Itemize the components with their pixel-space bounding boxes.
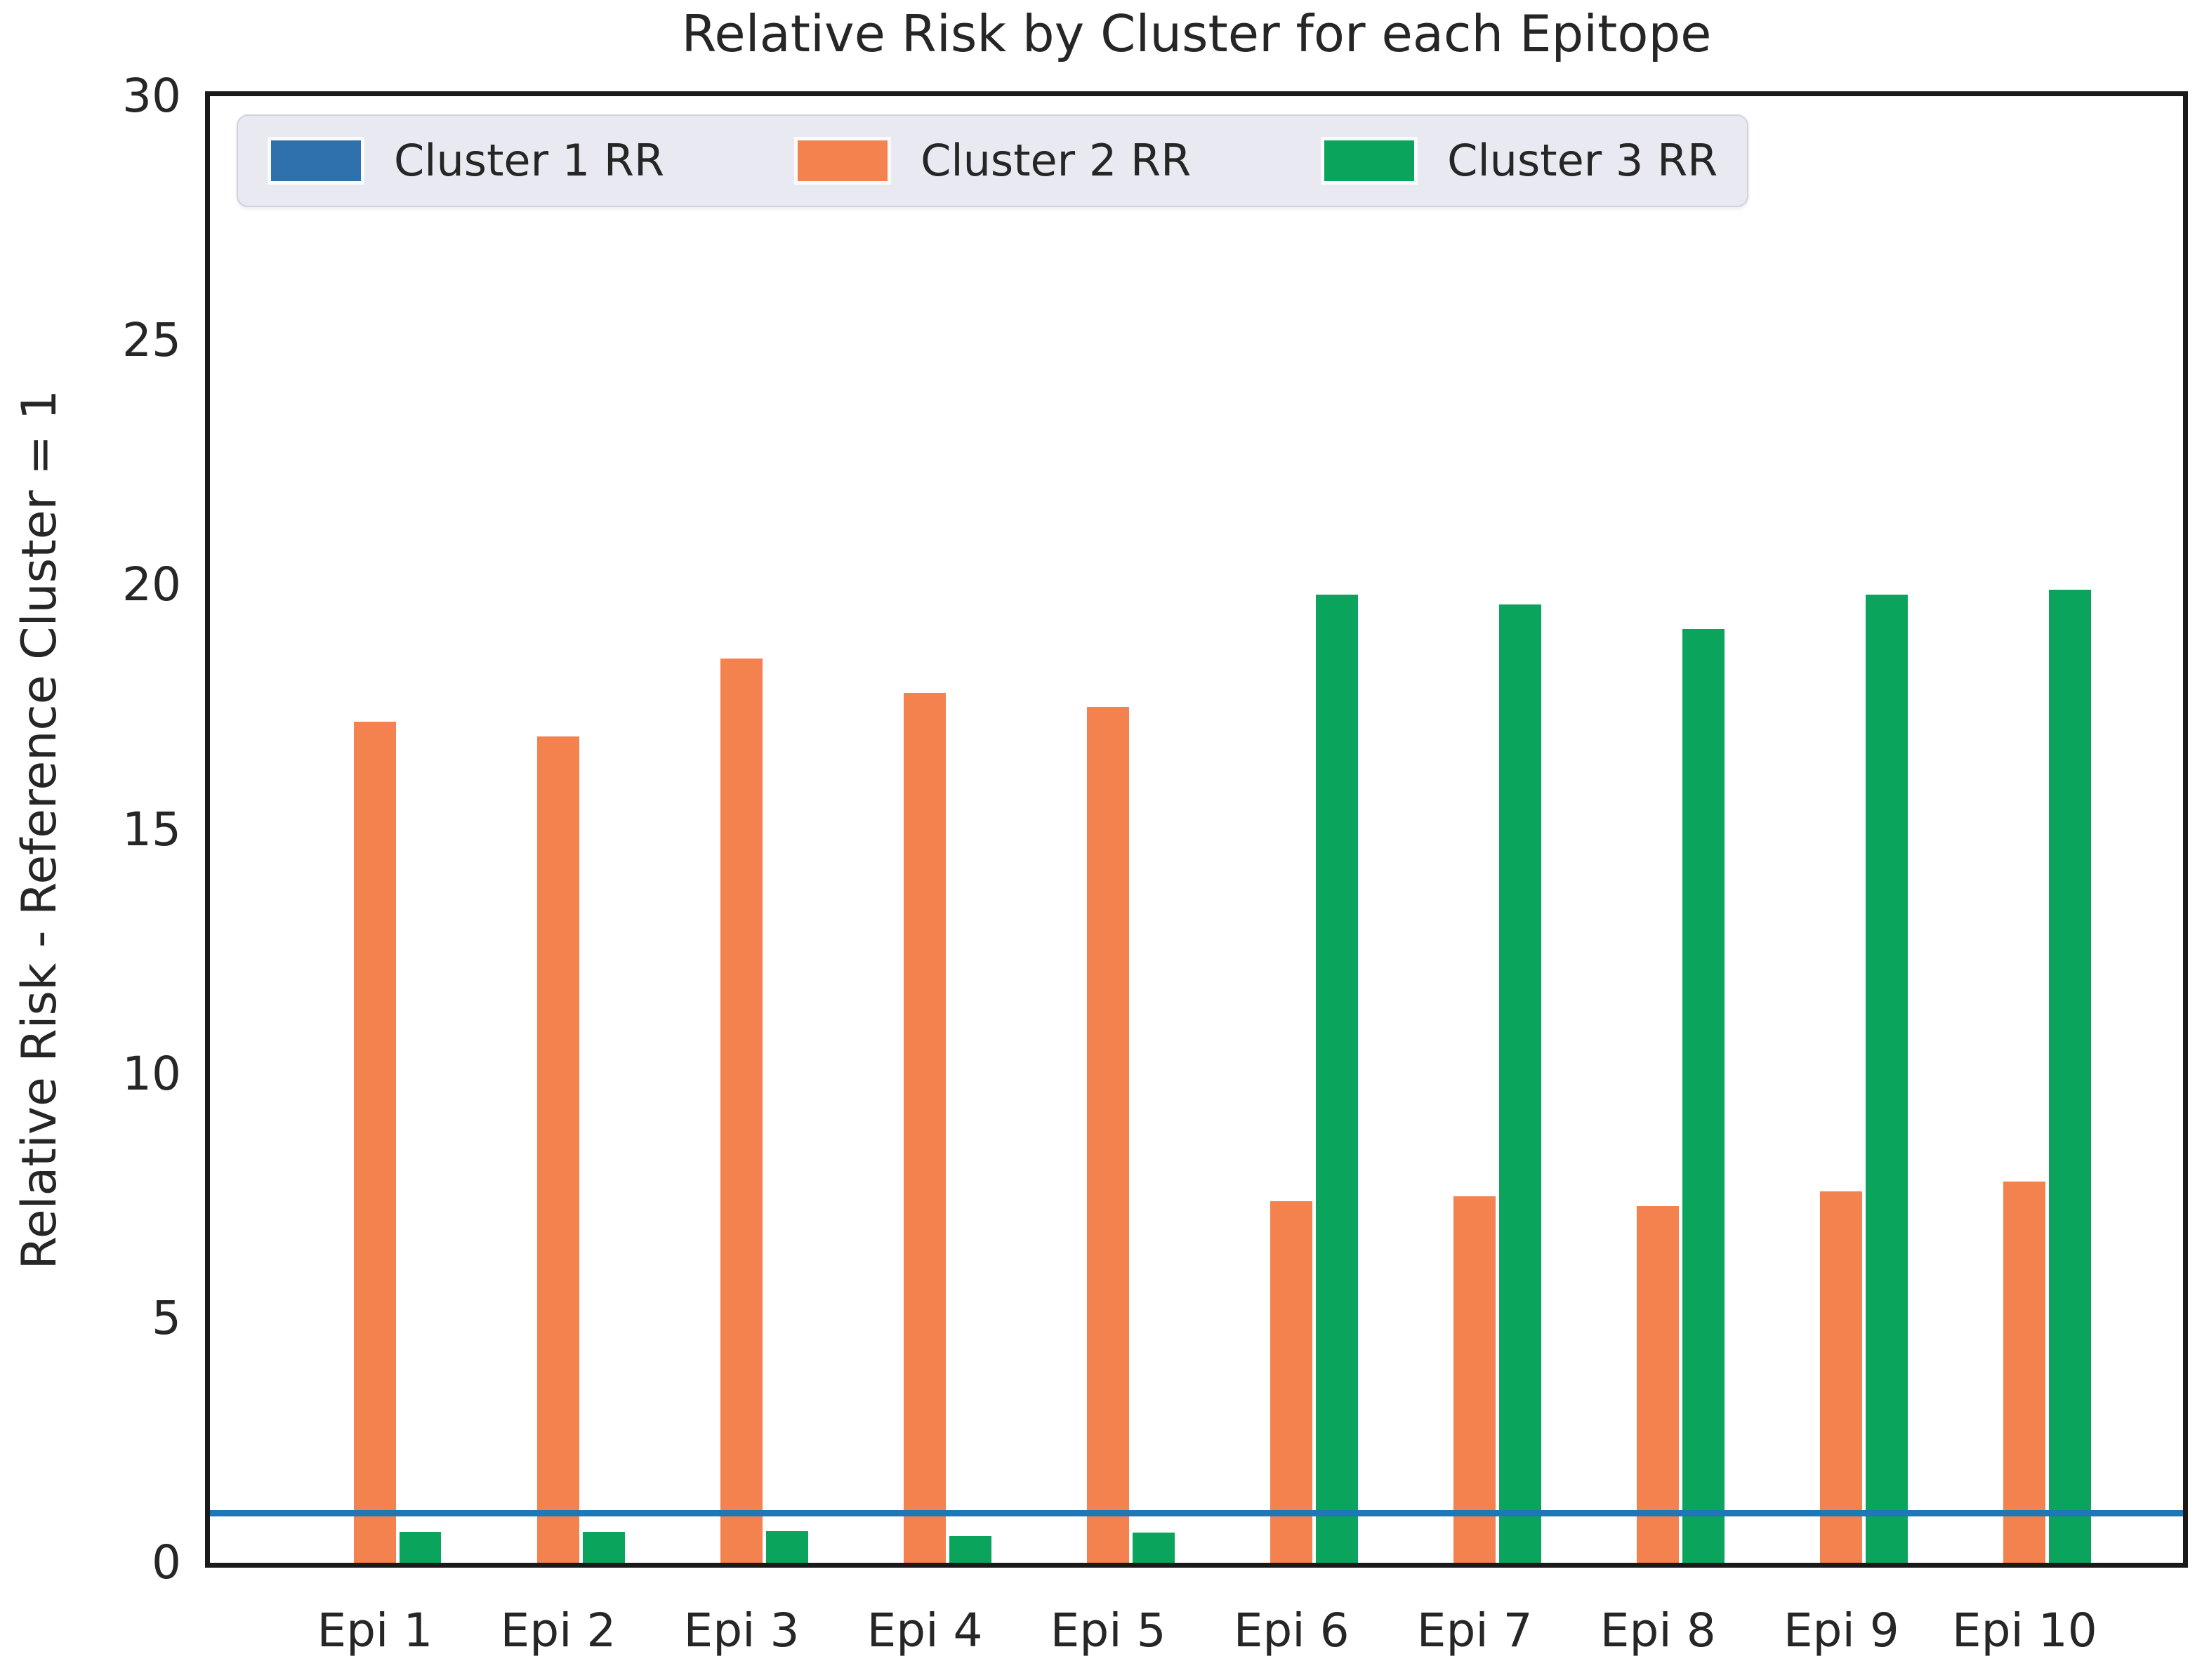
legend-label: Cluster 1 RR [394, 135, 665, 186]
chart-title: Relative Risk by Cluster for each Epitop… [681, 4, 1712, 63]
x-tick-label-epi-7: Epi 7 [1416, 1603, 1533, 1658]
x-tick-label-epi-2: Epi 2 [500, 1603, 616, 1658]
bar-cluster-3-rr-epi-5 [1132, 1532, 1175, 1563]
bar-cluster-2-rr-epi-10 [2003, 1181, 2046, 1563]
x-tick-label-epi-6: Epi 6 [1233, 1603, 1350, 1658]
legend-swatch-icon [1321, 137, 1418, 185]
bar-cluster-3-rr-epi-8 [1682, 629, 1725, 1563]
y-axis-label-container: Relative Risk - Reference Cluster = 1 [6, 91, 73, 1568]
bar-cluster-3-rr-epi-7 [1498, 604, 1541, 1563]
legend-label: Cluster 2 RR [921, 135, 1192, 186]
bar-cluster-3-rr-epi-1 [399, 1532, 442, 1563]
plot-area [205, 91, 2188, 1568]
x-tick-label-epi-10: Epi 10 [1951, 1603, 2097, 1658]
bar-cluster-2-rr-epi-6 [1270, 1201, 1313, 1563]
bar-cluster-3-rr-epi-9 [1866, 595, 1908, 1563]
bar-cluster-2-rr-epi-8 [1637, 1205, 1680, 1563]
legend-label: Cluster 3 RR [1447, 135, 1718, 186]
bar-cluster-2-rr-epi-5 [1087, 707, 1130, 1563]
x-tick-label-epi-1: Epi 1 [317, 1603, 433, 1658]
bar-cluster-2-rr-epi-9 [1820, 1191, 1863, 1563]
bar-cluster-2-rr-epi-7 [1453, 1196, 1496, 1563]
bar-cluster-3-rr-epi-4 [949, 1536, 991, 1563]
legend-item-3: Cluster 3 RR [1321, 137, 1717, 185]
x-tick-label-epi-3: Epi 3 [683, 1603, 800, 1658]
bar-cluster-3-rr-epi-2 [582, 1532, 625, 1563]
x-tick-label-epi-5: Epi 5 [1050, 1603, 1166, 1658]
legend-swatch-icon [794, 137, 892, 185]
reference-line [210, 1510, 2183, 1517]
y-axis-label: Relative Risk - Reference Cluster = 1 [11, 389, 67, 1270]
bar-cluster-3-rr-epi-6 [1315, 595, 1358, 1563]
bar-cluster-2-rr-epi-1 [353, 722, 396, 1563]
bar-cluster-2-rr-epi-3 [720, 658, 763, 1563]
bar-cluster-3-rr-epi-10 [2049, 590, 2091, 1563]
x-tick-label-epi-9: Epi 9 [1783, 1603, 1899, 1658]
legend-swatch-icon [268, 137, 364, 185]
x-tick-label-epi-4: Epi 4 [866, 1603, 983, 1658]
x-tick-label-epi-8: Epi 8 [1600, 1603, 1716, 1658]
legend-item-1: Cluster 1 RR [268, 137, 664, 185]
legend: Cluster 1 RR Cluster 2 RR Cluster 3 RR [237, 114, 1749, 207]
bar-cluster-2-rr-epi-2 [537, 736, 579, 1563]
bar-cluster-2-rr-epi-4 [904, 692, 946, 1563]
legend-item-2: Cluster 2 RR [794, 137, 1191, 185]
bar-cluster-3-rr-epi-3 [765, 1531, 808, 1563]
